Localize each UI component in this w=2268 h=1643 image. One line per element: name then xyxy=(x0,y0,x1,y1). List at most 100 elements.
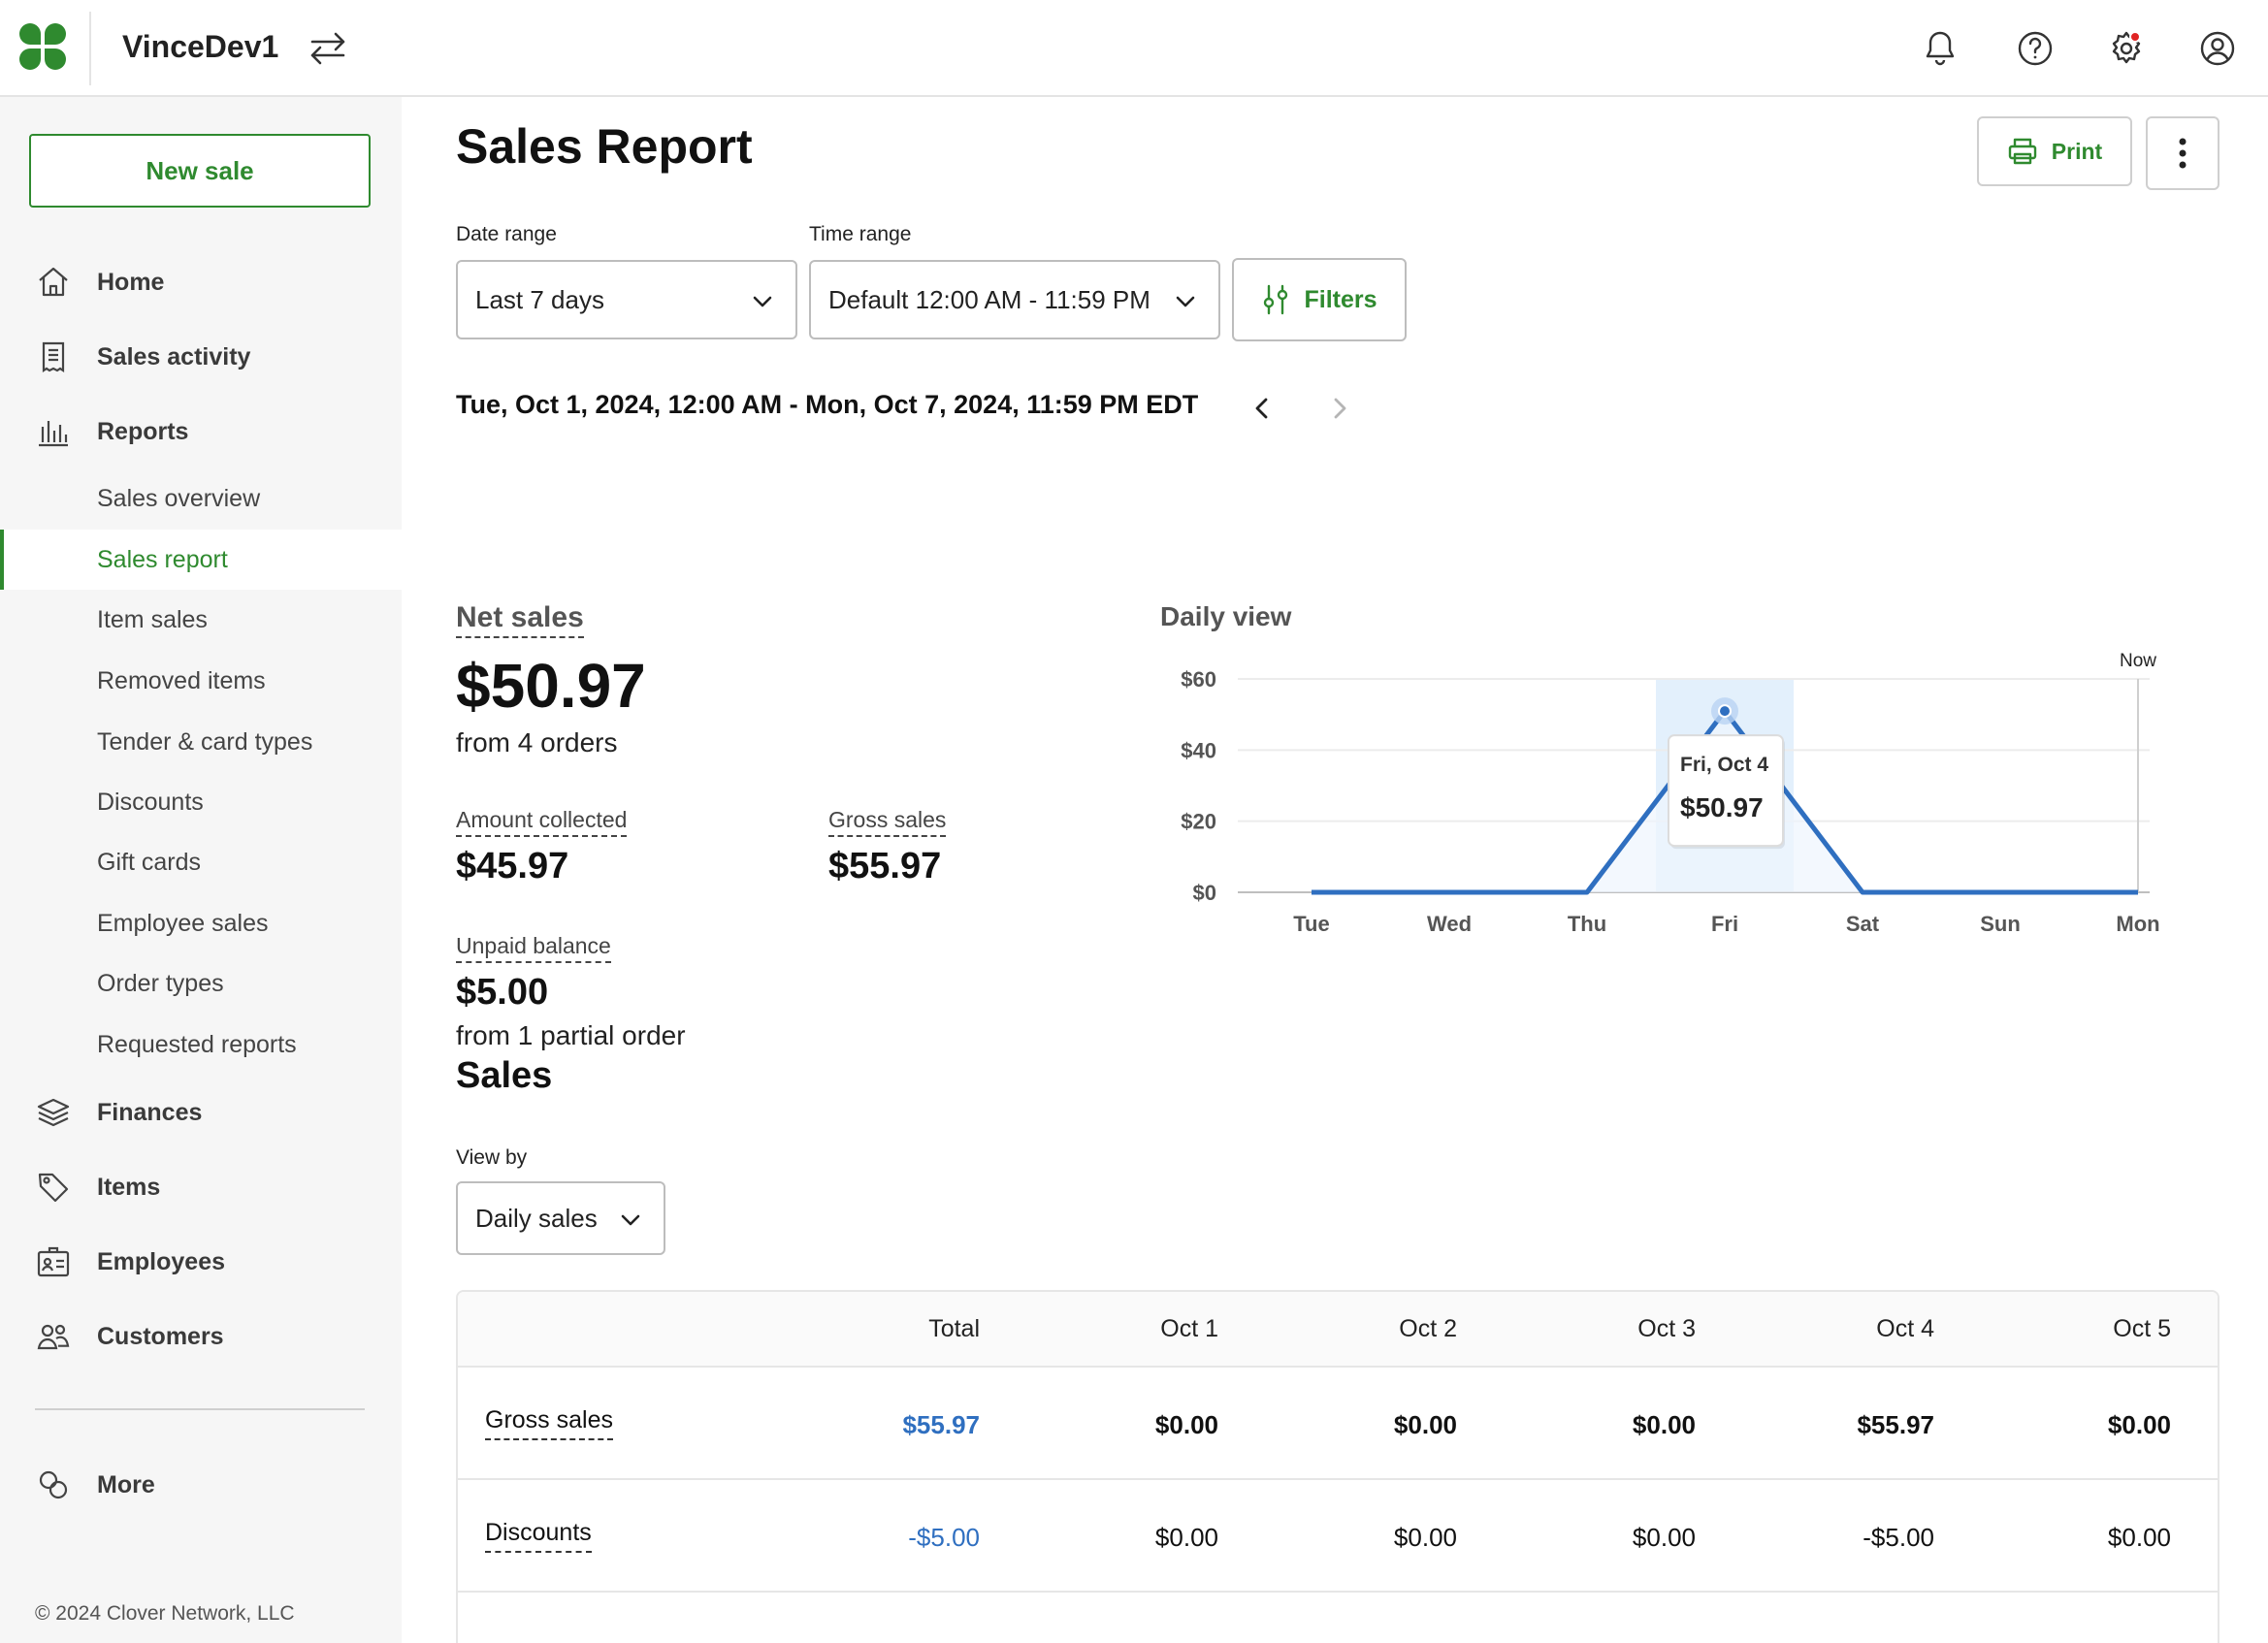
sidebar-subitem-label: Requested reports xyxy=(97,1030,297,1058)
table-cell: $0.00 xyxy=(2107,1410,2171,1439)
help-question-icon[interactable] xyxy=(2012,25,2058,72)
amount-collected-value: $45.97 xyxy=(456,846,569,886)
sidebar-item-more[interactable]: More xyxy=(0,1455,402,1515)
table-row xyxy=(458,1593,2218,1643)
table-header: Total Oct 1 Oct 2 Oct 3 Oct 4 Oct 5 xyxy=(458,1292,2218,1368)
x-tick-label: Tue xyxy=(1293,912,1329,936)
table-cell: $0.00 xyxy=(1154,1410,1218,1439)
x-tick-label: Thu xyxy=(1568,912,1606,936)
sales-table: Total Oct 1 Oct 2 Oct 3 Oct 4 Oct 5 Gross sal… xyxy=(456,1290,2219,1643)
column-header: Oct 1 xyxy=(1160,1315,1218,1342)
sidebar-item-customers[interactable]: Customers xyxy=(0,1306,402,1367)
unpaid-balance-orders: from 1 partial order xyxy=(456,1020,686,1050)
date-range-select[interactable]: Last 7 days xyxy=(456,260,797,339)
tag-icon xyxy=(38,1173,69,1203)
table-cell: $0.00 xyxy=(1393,1410,1457,1439)
sidebar-divider xyxy=(35,1408,365,1410)
sidebar-subitem-item-sales[interactable]: Item sales xyxy=(0,590,402,650)
notifications-bell-icon[interactable] xyxy=(1917,25,1963,72)
tooltip-value: $50.97 xyxy=(1680,792,1764,822)
sidebar-subitem-label: Item sales xyxy=(97,605,208,633)
switch-merchant-icon[interactable] xyxy=(307,29,349,68)
filters-button[interactable]: Filters xyxy=(1232,258,1407,341)
unpaid-balance-label[interactable]: Unpaid balance xyxy=(456,933,611,963)
chevron-down-icon xyxy=(753,296,772,307)
time-range-select[interactable]: Default 12:00 AM - 11:59 PM xyxy=(809,260,1220,339)
chart-title: Daily view xyxy=(1160,601,1292,631)
sidebar-subitem-label: Tender & card types xyxy=(97,727,313,756)
column-header: Oct 2 xyxy=(1399,1315,1457,1342)
sidebar-subitem-removed-items[interactable]: Removed items xyxy=(0,651,402,711)
print-button-label: Print xyxy=(2051,138,2103,164)
sidebar-item-label: Customers xyxy=(97,1322,224,1350)
main-content: Sales Report Print Date range Last 7 day… xyxy=(431,97,2268,1643)
page-title: Sales Report xyxy=(456,119,753,174)
sidebar-item-items[interactable]: Items xyxy=(0,1157,402,1217)
account-avatar-icon[interactable] xyxy=(2194,25,2241,72)
top-bar: VinceDev1 xyxy=(0,0,2268,97)
merchant-name[interactable]: VinceDev1 xyxy=(122,29,279,64)
sidebar-item-label: More xyxy=(97,1470,155,1498)
y-tick-label: $60 xyxy=(1181,667,1216,692)
copyright-text: © 2024 Clover Network, LLC xyxy=(35,1602,295,1625)
sidebar-item-label: Home xyxy=(97,268,165,296)
sidebar-item-label: Employees xyxy=(97,1247,226,1275)
sidebar-subitem-label: Order types xyxy=(97,969,224,997)
previous-period-chevron-left-icon[interactable] xyxy=(1247,394,1277,423)
net-sales-value: $50.97 xyxy=(456,651,646,721)
x-tick-label: Mon xyxy=(2116,912,2159,936)
sidebar-item-sales-activity[interactable]: Sales activity xyxy=(0,327,402,387)
settings-gear-icon[interactable] xyxy=(2103,25,2150,72)
gross-sales-label[interactable]: Gross sales xyxy=(828,807,947,837)
table-cell: $0.00 xyxy=(2107,1523,2171,1552)
column-header: Oct 3 xyxy=(1637,1315,1696,1342)
more-options-button[interactable] xyxy=(2146,116,2219,190)
row-label[interactable]: Discounts xyxy=(485,1519,592,1553)
table-cell: $55.97 xyxy=(1857,1410,1934,1439)
view-by-label: View by xyxy=(456,1146,528,1169)
sidebar-item-label: Finances xyxy=(97,1098,203,1126)
row-label[interactable]: Gross sales xyxy=(485,1406,613,1440)
sidebar-subitem-label: Sales overview xyxy=(97,484,261,512)
clover-logo-icon[interactable] xyxy=(19,23,66,70)
column-header: Oct 5 xyxy=(2113,1315,2171,1342)
chevron-down-icon xyxy=(621,1214,640,1226)
sidebar-subitem-discounts[interactable]: Discounts xyxy=(0,772,402,832)
sidebar-subitem-employee-sales[interactable]: Employee sales xyxy=(0,893,402,953)
sidebar: New sale Home Sales activity Reports Sal… xyxy=(0,97,402,1643)
sidebar-subitem-gift-cards[interactable]: Gift cards xyxy=(0,832,402,892)
x-tick-label: Wed xyxy=(1427,912,1472,936)
net-sales-orders: from 4 orders xyxy=(456,727,618,757)
sidebar-subitem-order-types[interactable]: Order types xyxy=(0,953,402,1014)
sidebar-subitem-label: Removed items xyxy=(97,666,266,694)
y-tick-label: $20 xyxy=(1181,810,1216,834)
x-tick-label: Fri xyxy=(1711,912,1738,936)
daily-sales-line-chart[interactable]: $0 $20 $40 $60 Now Tue Wed Thu Fri Sat Sun Mon Fri, … xyxy=(1160,650,2208,970)
net-sales-label[interactable]: Net sales xyxy=(456,601,584,638)
row-total-link[interactable]: $55.97 xyxy=(902,1410,980,1439)
row-total-link[interactable]: -$5.00 xyxy=(908,1523,980,1552)
sidebar-subitem-label: Employee sales xyxy=(97,909,269,937)
sidebar-item-home[interactable]: Home xyxy=(0,252,402,312)
table-cell: -$5.00 xyxy=(1863,1523,1934,1552)
sidebar-subitem-tender-card-types[interactable]: Tender & card types xyxy=(0,712,402,772)
amount-collected-label[interactable]: Amount collected xyxy=(456,807,628,837)
print-button[interactable]: Print xyxy=(1977,116,2132,186)
sidebar-subitem-sales-report[interactable]: Sales report xyxy=(0,530,402,590)
sales-section-title: Sales xyxy=(456,1055,553,1096)
sidebar-subitem-sales-overview[interactable]: Sales overview xyxy=(0,468,402,529)
printer-icon xyxy=(2008,138,2036,165)
sidebar-item-employees[interactable]: Employees xyxy=(0,1232,402,1292)
time-range-value: Default 12:00 AM - 11:59 PM xyxy=(828,284,1150,314)
sidebar-subitem-requested-reports[interactable]: Requested reports xyxy=(0,1015,402,1075)
table-row: Discounts -$5.00 $0.00 $0.00 $0.00 -$5.00 $0.0… xyxy=(458,1480,2218,1593)
sidebar-item-finances[interactable]: Finances xyxy=(0,1082,402,1143)
next-period-chevron-right-icon[interactable] xyxy=(1325,394,1354,423)
new-sale-button[interactable]: New sale xyxy=(29,134,371,208)
sidebar-item-label: Sales activity xyxy=(97,342,251,370)
x-tick-label: Sat xyxy=(1846,912,1880,936)
view-by-value: Daily sales xyxy=(475,1203,598,1233)
view-by-select[interactable]: Daily sales xyxy=(456,1181,665,1255)
sidebar-item-reports[interactable]: Reports xyxy=(0,402,402,462)
table-cell: $0.00 xyxy=(1393,1523,1457,1552)
